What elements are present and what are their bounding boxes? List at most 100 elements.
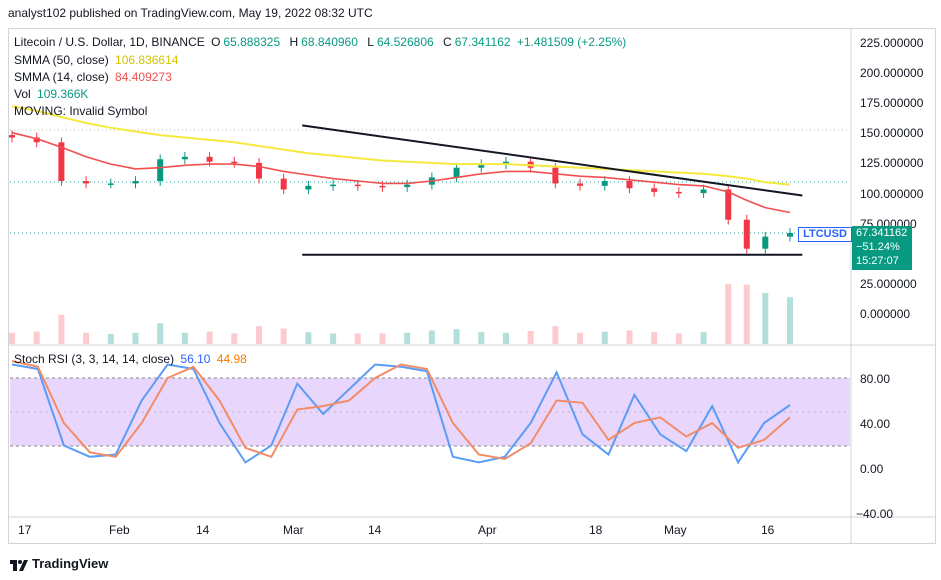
close-value: 67.341162 bbox=[454, 35, 511, 49]
resistance-trendline[interactable] bbox=[302, 124, 803, 197]
stoch-d-line bbox=[11, 360, 791, 461]
last-price-box: 67.341162 −51.24% 15:27:07 bbox=[852, 226, 912, 270]
price-tick: 225.000000 bbox=[860, 36, 924, 50]
volume-label: Vol bbox=[14, 87, 31, 101]
volume-bar bbox=[601, 331, 608, 344]
candle[interactable] bbox=[206, 156, 213, 162]
volume-value: 109.366K bbox=[37, 87, 89, 101]
publish-line: analyst102 published on TradingView.com,… bbox=[8, 6, 373, 20]
smma14-legend[interactable]: SMMA (14, close) 84.409273 bbox=[14, 70, 175, 84]
candle[interactable] bbox=[787, 233, 793, 237]
volume-bar bbox=[428, 330, 435, 344]
volume-bar bbox=[132, 332, 139, 344]
candle[interactable] bbox=[83, 181, 90, 184]
candle[interactable] bbox=[404, 184, 411, 188]
candle[interactable] bbox=[700, 189, 707, 194]
volume-bar bbox=[58, 314, 65, 344]
candle[interactable] bbox=[255, 162, 262, 179]
candle[interactable] bbox=[743, 219, 750, 249]
volume-bar bbox=[157, 323, 164, 344]
candle[interactable] bbox=[157, 159, 164, 182]
symbol-legend: Litecoin / U.S. Dollar, 1D, BINANCE O 65.… bbox=[14, 35, 629, 49]
price-tick: 25.000000 bbox=[860, 277, 917, 291]
volume-bar bbox=[743, 284, 750, 344]
candle[interactable] bbox=[651, 188, 658, 192]
price-tick: 0.000000 bbox=[860, 307, 911, 321]
price-tick: 150.000000 bbox=[860, 126, 924, 140]
time-tick: Apr bbox=[478, 523, 497, 537]
time-tick: 14 bbox=[368, 523, 382, 537]
price-tick: 175.000000 bbox=[860, 96, 924, 110]
candle[interactable] bbox=[58, 142, 65, 182]
candle[interactable] bbox=[453, 167, 460, 178]
candle[interactable] bbox=[725, 189, 732, 220]
moving-legend[interactable]: MOVING: Invalid Symbol bbox=[14, 104, 150, 118]
candle[interactable] bbox=[107, 183, 114, 185]
volume-bar bbox=[478, 332, 485, 344]
time-tick: 16 bbox=[761, 523, 775, 537]
volume-bar bbox=[675, 333, 682, 344]
candle[interactable] bbox=[280, 178, 287, 190]
candle[interactable] bbox=[181, 156, 188, 160]
candle[interactable] bbox=[478, 164, 485, 168]
stoch-k-value: 56.10 bbox=[180, 352, 211, 366]
candle[interactable] bbox=[577, 183, 584, 186]
volume-legend[interactable]: Vol 109.366K bbox=[14, 87, 91, 101]
candle[interactable] bbox=[601, 181, 608, 186]
low-value: 64.526806 bbox=[376, 35, 434, 49]
stoch-tick: 0.00 bbox=[860, 462, 884, 476]
time-tick: May bbox=[664, 523, 687, 537]
candle[interactable] bbox=[9, 135, 15, 138]
moving-label: MOVING: Invalid Symbol bbox=[14, 104, 148, 118]
tradingview-logo[interactable]: TradingView bbox=[10, 556, 109, 572]
ticker-badge[interactable]: LTCUSD bbox=[798, 227, 852, 242]
candle[interactable] bbox=[33, 137, 40, 143]
candle[interactable] bbox=[330, 184, 337, 187]
volume-bar bbox=[700, 332, 707, 344]
candle[interactable] bbox=[132, 181, 139, 184]
candle[interactable] bbox=[354, 184, 361, 187]
high-value: 68.840960 bbox=[301, 35, 358, 49]
tv-logo-icon bbox=[10, 559, 28, 572]
volume-bar bbox=[725, 284, 732, 344]
time-tick: Feb bbox=[109, 523, 130, 537]
price-change-pct: −51.24% bbox=[856, 241, 900, 253]
candle[interactable] bbox=[231, 161, 238, 164]
price-tick: 100.000000 bbox=[860, 187, 924, 201]
candle[interactable] bbox=[502, 161, 509, 165]
last-price: 67.341162 bbox=[856, 227, 908, 239]
volume-bar bbox=[577, 332, 584, 344]
low-label: L bbox=[367, 35, 374, 49]
volume-bar bbox=[762, 293, 769, 344]
stoch-label: Stoch RSI (3, 3, 14, 14, close) bbox=[14, 352, 175, 366]
time-tick: 17 bbox=[18, 523, 32, 537]
smma50-line bbox=[11, 105, 791, 186]
volume-bar bbox=[33, 331, 40, 344]
candle[interactable] bbox=[379, 185, 386, 188]
candle[interactable] bbox=[675, 191, 682, 194]
price-tick: 200.000000 bbox=[860, 66, 924, 80]
open-label: O bbox=[211, 35, 221, 49]
candle[interactable] bbox=[305, 185, 312, 190]
time-tick: 14 bbox=[196, 523, 210, 537]
stoch-legend[interactable]: Stoch RSI (3, 3, 14, 14, close) 56.10 44… bbox=[14, 352, 250, 366]
volume-bar bbox=[527, 331, 534, 344]
volume-bar bbox=[787, 297, 793, 344]
price-tick: 125.000000 bbox=[860, 156, 924, 170]
volume-bar bbox=[354, 333, 361, 344]
smma50-legend[interactable]: SMMA (50, close) 106.836614 bbox=[14, 53, 181, 67]
volume-bar bbox=[181, 332, 188, 344]
bar-countdown: 15:27:07 bbox=[856, 255, 899, 267]
volume-bar bbox=[280, 328, 287, 344]
tradingview-wordmark: TradingView bbox=[32, 556, 109, 571]
candle[interactable] bbox=[626, 181, 633, 189]
time-tick: 18 bbox=[589, 523, 603, 537]
smma14-label: SMMA (14, close) bbox=[14, 70, 109, 84]
volume-bar bbox=[626, 330, 633, 344]
candle[interactable] bbox=[762, 236, 769, 249]
stoch-tick: 80.00 bbox=[860, 372, 891, 386]
candle[interactable] bbox=[552, 167, 559, 184]
stoch-d-value: 44.98 bbox=[216, 352, 247, 366]
smma14-line bbox=[11, 131, 791, 214]
